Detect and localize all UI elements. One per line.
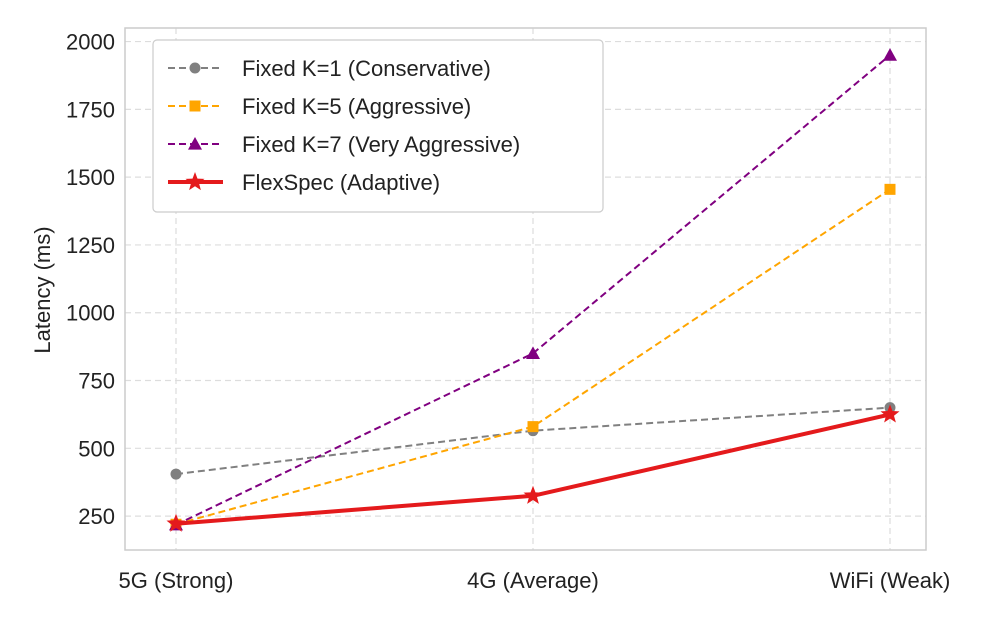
data-point: [166, 513, 186, 532]
data-point: [526, 346, 540, 360]
legend-label: Fixed K=7 (Very Aggressive): [242, 132, 520, 157]
data-point: [880, 404, 900, 423]
y-tick-label: 750: [78, 369, 115, 394]
y-tick-label: 1750: [66, 97, 115, 122]
y-tick-labels: 250 500 750 1000 1250 1500 1750 2000: [66, 30, 115, 530]
data-point: [170, 468, 182, 480]
data-point: [884, 183, 896, 195]
y-tick-label: 1250: [66, 233, 115, 258]
legend-item: Fixed K=1 (Conservative): [168, 56, 491, 81]
x-tick-label: WiFi (Weak): [830, 568, 951, 593]
legend-marker: [185, 172, 205, 191]
x-tick-label: 5G (Strong): [119, 568, 234, 593]
legend-label: Fixed K=5 (Aggressive): [242, 94, 471, 119]
legend-marker: [189, 62, 201, 74]
data-point: [523, 485, 543, 504]
x-tick-labels: 5G (Strong) 4G (Average) WiFi (Weak): [119, 568, 951, 593]
legend-marker: [189, 100, 201, 112]
plot-frame: [124, 27, 927, 551]
legend-label: FlexSpec (Adaptive): [242, 170, 440, 195]
legend-marker: [188, 137, 202, 150]
x-tick-label: 4G (Average): [467, 568, 599, 593]
legend: Fixed K=1 (Conservative) Fixed K=5 (Aggre…: [152, 39, 604, 213]
legend-box: [152, 39, 604, 213]
y-tick-label: 1000: [66, 301, 115, 326]
series-layer: [166, 48, 900, 532]
legend-label: Fixed K=1 (Conservative): [242, 56, 491, 81]
data-point: [527, 421, 539, 433]
data-point: [883, 48, 897, 61]
y-tick-label: 500: [78, 436, 115, 461]
y-tick-label: 2000: [66, 30, 115, 55]
legend-item: FlexSpec (Adaptive): [168, 170, 440, 195]
series-line: [175, 406, 891, 476]
legend-item: Fixed K=5 (Aggressive): [168, 94, 471, 119]
series-line: [175, 188, 891, 526]
legend-item: Fixed K=7 (Very Aggressive): [168, 132, 520, 157]
y-tick-label: 250: [78, 504, 115, 529]
y-axis-label: Latency (ms): [30, 226, 55, 353]
series-3: [166, 404, 900, 532]
y-tick-label: 1500: [66, 165, 115, 190]
